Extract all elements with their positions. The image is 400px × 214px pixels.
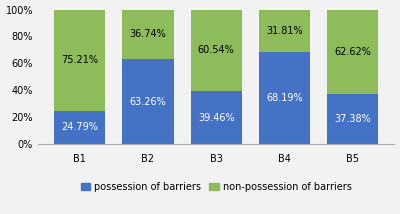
Text: 31.81%: 31.81%	[266, 26, 303, 36]
Bar	[54, 111, 105, 144]
Legend: possession of barriers, non-possession of barriers: possession of barriers, non-possession o…	[77, 178, 356, 196]
Bar	[327, 94, 378, 144]
Text: 62.62%: 62.62%	[334, 47, 371, 57]
Bar	[259, 52, 310, 144]
Bar	[327, 10, 378, 94]
Text: 36.74%: 36.74%	[130, 29, 166, 39]
Text: 68.19%: 68.19%	[266, 93, 303, 103]
Bar	[54, 10, 105, 111]
Text: 75.21%: 75.21%	[61, 55, 98, 65]
Bar	[190, 10, 242, 91]
Bar	[122, 10, 174, 59]
Bar	[122, 59, 174, 144]
Text: 37.38%: 37.38%	[334, 114, 371, 124]
Text: 24.79%: 24.79%	[61, 122, 98, 132]
Bar	[190, 91, 242, 144]
Bar	[259, 10, 310, 52]
Text: 60.54%: 60.54%	[198, 45, 234, 55]
Text: 39.46%: 39.46%	[198, 113, 234, 123]
Text: 63.26%: 63.26%	[130, 97, 166, 107]
